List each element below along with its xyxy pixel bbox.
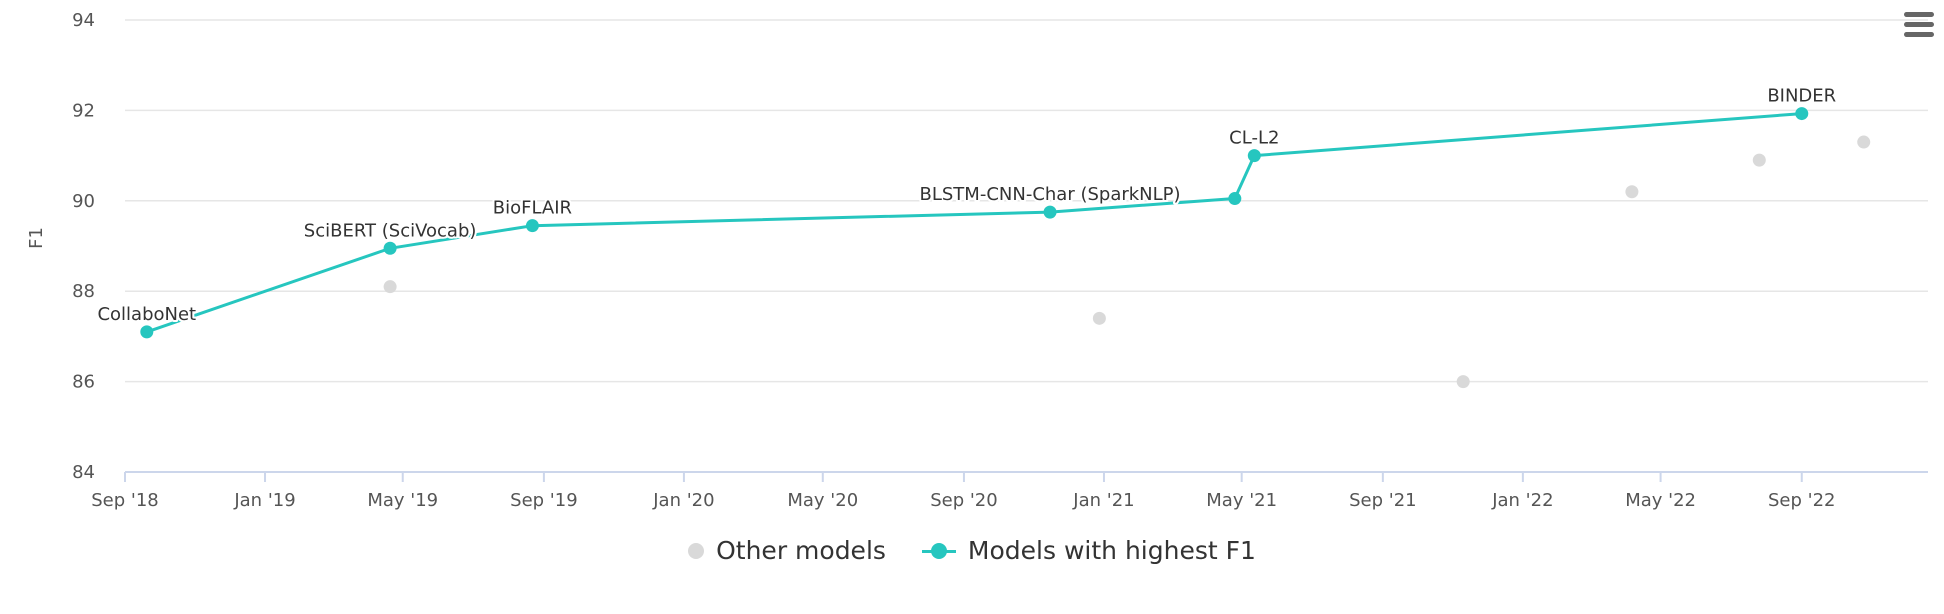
hamburger-menu-icon[interactable]: [1902, 10, 1936, 40]
legend-label-other-models: Other models: [716, 536, 886, 565]
best-model-point[interactable]: [1043, 205, 1057, 219]
best-model-point[interactable]: [525, 219, 539, 233]
x-tick-label: Jan '20: [652, 490, 714, 511]
model-name-label: CL-L2: [1229, 128, 1279, 149]
other-model-point[interactable]: [1092, 311, 1106, 325]
x-tick-label: Sep '21: [1349, 490, 1417, 511]
x-tick-label: May '19: [367, 490, 438, 511]
grid-lines: [125, 19, 1928, 383]
x-tick-label: Jan '19: [233, 490, 295, 511]
y-tick-label: 88: [72, 281, 95, 302]
y-tick-label: 94: [72, 10, 95, 31]
point-labels: CollaboNet SciBERT (SciVocab) BioFLAIR BLST…: [95, 84, 1838, 327]
other-model-point[interactable]: [383, 280, 397, 294]
y-axis: 84 86 88 90 92 94: [72, 10, 95, 483]
legend-item-best-models[interactable]: Models with highest F1: [921, 536, 1256, 565]
model-name-label: BioFLAIR: [493, 198, 572, 219]
best-model-point[interactable]: [383, 241, 397, 255]
best-model-point[interactable]: [1795, 107, 1809, 121]
y-axis-title: F1: [26, 227, 47, 249]
legend-dot-icon: [688, 542, 705, 559]
x-axis: Sep '18 Jan '19 May '19 Sep '19 Jan '20 May '…: [91, 471, 1928, 511]
x-tick-label: May '22: [1625, 490, 1696, 511]
legend-item-other-models[interactable]: Other models: [688, 536, 886, 565]
other-model-point[interactable]: [1456, 375, 1470, 389]
x-tick-label: Sep '18: [91, 490, 159, 511]
y-tick-label: 92: [72, 100, 95, 121]
best-models-series: [140, 107, 1809, 339]
x-tick-label: Jan '21: [1072, 490, 1134, 511]
model-name-label: BINDER: [1767, 86, 1836, 107]
other-models-series: [383, 135, 1871, 389]
x-tick-label: Jan '22: [1491, 490, 1553, 511]
x-tick-label: Sep '22: [1768, 490, 1836, 511]
y-tick-label: 86: [72, 372, 95, 393]
model-name-label: CollaboNet: [97, 304, 196, 325]
x-tick-label: Sep '20: [930, 490, 998, 511]
y-tick-label: 90: [72, 191, 95, 212]
other-model-point[interactable]: [1752, 153, 1766, 167]
best-model-point[interactable]: [1228, 192, 1242, 206]
model-name-label: BLSTM-CNN-Char (SparkNLP): [920, 184, 1181, 205]
y-tick-label: 84: [72, 462, 95, 483]
best-model-point[interactable]: [140, 325, 154, 339]
x-tick-label: May '20: [787, 490, 858, 511]
best-model-point[interactable]: [1247, 149, 1261, 163]
x-tick-label: May '21: [1206, 490, 1277, 511]
legend-line-icon: [921, 542, 956, 559]
other-model-point[interactable]: [1857, 135, 1871, 149]
legend: Other models Models with highest F1: [0, 536, 1944, 565]
x-tick-label: Sep '19: [510, 490, 578, 511]
other-model-point[interactable]: [1625, 185, 1639, 199]
legend-label-best-models: Models with highest F1: [967, 536, 1256, 565]
model-name-label: SciBERT (SciVocab): [304, 220, 477, 241]
